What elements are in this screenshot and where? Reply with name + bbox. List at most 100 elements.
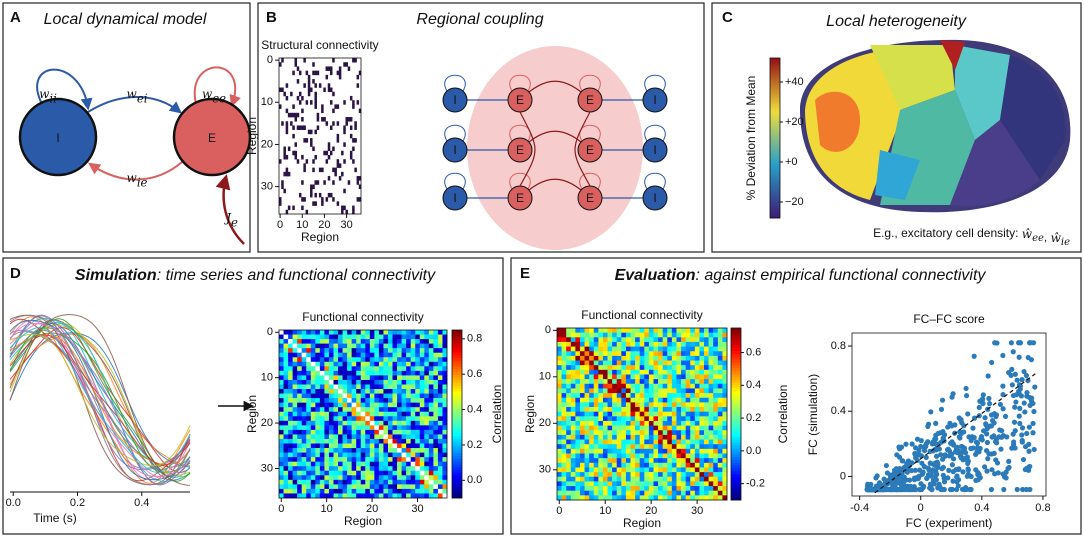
- colorbar-step: [452, 470, 462, 474]
- heatmap-cell: [428, 343, 434, 349]
- heatmap-cell: [342, 379, 348, 385]
- x-tick-label: -0.4: [850, 502, 869, 514]
- heatmap-cell: [319, 443, 325, 449]
- heatmap-cell: [442, 488, 448, 494]
- heatmap-cell: [433, 420, 439, 426]
- heatmap-cell: [602, 425, 608, 431]
- heatmap-cell: [314, 129, 317, 135]
- heatmap-cell: [667, 393, 673, 399]
- heatmap-cell: [442, 343, 448, 349]
- heatmap-cell: [433, 452, 439, 458]
- heatmap-cell: [378, 411, 384, 417]
- heatmap-cell: [415, 379, 421, 385]
- scatter-texture: [942, 452, 948, 458]
- heatmap-cell: [288, 434, 293, 440]
- heatmap-cell: [292, 370, 298, 376]
- heatmap-cell: [713, 490, 719, 496]
- heatmap-cell: [360, 434, 366, 440]
- heatmap-cell: [557, 369, 562, 375]
- heatmap-cell: [602, 481, 608, 487]
- heatmap-cell: [358, 108, 362, 114]
- heatmap-cell: [387, 352, 393, 358]
- panel-title: Local heterogeneity: [826, 13, 967, 30]
- heatmap-cell: [319, 411, 325, 417]
- heatmap-cell: [338, 425, 343, 431]
- heatmap-cell: [575, 407, 581, 412]
- heatmap-cell: [338, 384, 343, 390]
- math-subscript: ie: [137, 175, 148, 189]
- heatmap-cell: [324, 384, 330, 390]
- heatmap-cell: [433, 488, 439, 494]
- scatter-texture: [1019, 425, 1026, 431]
- heatmap-cell: [369, 357, 375, 363]
- heatmap-cell: [279, 457, 284, 462]
- heatmap-cell: [690, 393, 696, 399]
- heatmap-cell: [424, 484, 430, 490]
- heatmap-cell: [401, 434, 407, 440]
- heatmap-cell: [593, 355, 599, 361]
- heatmap-cell: [305, 70, 309, 76]
- heatmap-cell: [338, 352, 343, 358]
- heatmap-cell: [713, 360, 719, 366]
- heatmap-cell: [557, 439, 562, 445]
- heatmap-cell: [690, 379, 696, 385]
- heatmap-cell: [593, 360, 599, 366]
- heatmap-cell: [279, 361, 284, 367]
- heatmap-cell: [685, 337, 691, 343]
- x-tick-label: 30: [691, 505, 703, 517]
- heatmap-cell: [579, 351, 585, 357]
- heatmap-cell: [419, 466, 425, 472]
- heatmap-cell: [397, 375, 402, 381]
- heatmap-cell: [658, 439, 663, 445]
- heatmap-cell: [625, 346, 631, 352]
- colorbar-step: [770, 111, 780, 115]
- heatmap-cell: [319, 339, 325, 344]
- arrow: [36, 68, 93, 111]
- y-tick-label: 20: [261, 138, 273, 150]
- heatmap-cell: [383, 375, 389, 381]
- heatmap-cell: [347, 389, 352, 394]
- heatmap-cell: [374, 420, 380, 426]
- heatmap-cell: [602, 397, 608, 403]
- heatmap-cell: [575, 341, 581, 347]
- heatmap-cell: [369, 379, 375, 385]
- heatmap-cell: [433, 379, 439, 385]
- heatmap-cell: [360, 352, 366, 358]
- panel-letter: A: [10, 9, 21, 26]
- heatmap-cell: [415, 416, 421, 422]
- heatmap-cell: [639, 430, 645, 436]
- heatmap-cell: [621, 416, 627, 422]
- heatmap-cell: [704, 355, 709, 361]
- scatter-texture: [985, 456, 991, 462]
- heatmap-cell: [310, 129, 313, 135]
- heatmap-cell: [392, 461, 398, 467]
- heatmap-cell: [612, 332, 618, 338]
- heatmap-cell: [433, 448, 439, 453]
- heatmap-cell: [328, 348, 334, 354]
- heatmap-cell: [401, 361, 407, 367]
- heatmap-cell: [347, 348, 352, 354]
- heatmap-cell: [685, 472, 691, 478]
- heatmap-cell: [648, 495, 654, 501]
- heatmap-cell: [332, 121, 335, 126]
- heatmap-cell: [406, 416, 411, 422]
- heatmap-cell: [347, 443, 352, 449]
- math-label: wee: [202, 87, 226, 106]
- heatmap-cell: [621, 462, 627, 468]
- heatmap-cell: [303, 125, 306, 130]
- heatmap-cell: [644, 374, 650, 380]
- heatmap-cell: [589, 476, 595, 482]
- heatmap-cell: [557, 411, 562, 417]
- heatmap-cell: [671, 346, 677, 352]
- heatmap-cell: [667, 416, 673, 422]
- heatmap-cell: [352, 58, 355, 63]
- heatmap-cell: [690, 425, 696, 431]
- heatmap-cell: [690, 467, 696, 473]
- heatmap-cell: [328, 420, 334, 426]
- heatmap-cell: [323, 87, 326, 93]
- diagram-node-label: I: [653, 93, 656, 107]
- heatmap-cell: [283, 438, 289, 444]
- heatmap-cell: [387, 466, 393, 472]
- heatmap-cell: [307, 87, 311, 93]
- heatmap-cell: [704, 444, 709, 450]
